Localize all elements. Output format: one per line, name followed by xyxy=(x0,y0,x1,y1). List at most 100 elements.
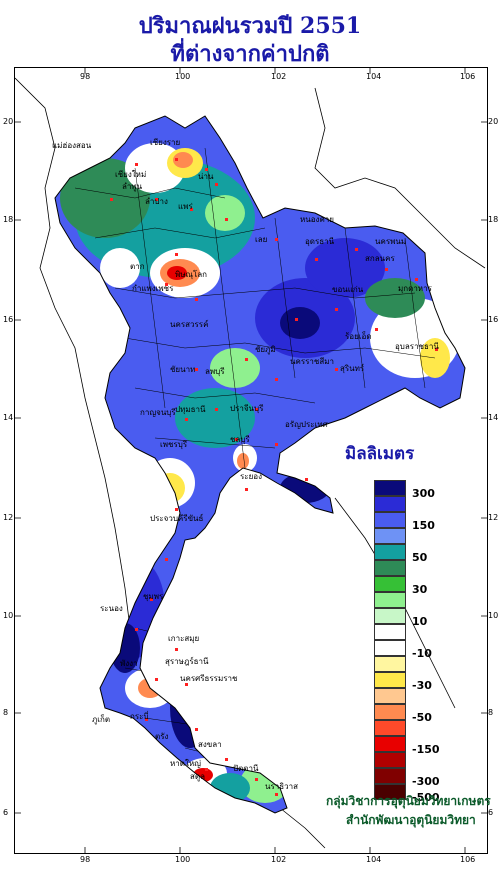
place-label: สุรินทร์ xyxy=(340,364,365,373)
place-label: สตูล xyxy=(190,772,205,781)
station-marker xyxy=(315,258,318,261)
legend-label: -10 xyxy=(412,647,432,660)
place-label: หนองคาย xyxy=(300,215,334,224)
place-label: นครศรีธรรมราช xyxy=(180,674,238,683)
credit-department: กลุ่มวิชาการอุตุนิยมวิทยาเกษตร xyxy=(326,794,491,808)
legend-swatch xyxy=(374,624,406,640)
place-label: นครพนม xyxy=(375,237,407,246)
map-subtitle: ที่ต่างจากค่าปกติ xyxy=(170,41,330,67)
place-label: เลย xyxy=(255,235,268,244)
legend-label: 50 xyxy=(412,551,428,564)
legend-swatch xyxy=(374,752,406,768)
legend-swatch xyxy=(374,528,406,544)
station-marker xyxy=(375,328,378,331)
legend-swatch xyxy=(374,768,406,784)
map-frame xyxy=(14,67,488,854)
legend-swatch xyxy=(374,480,406,496)
station-marker xyxy=(195,728,198,731)
legend-swatch xyxy=(374,656,406,672)
place-label: ลำปาง xyxy=(145,197,168,206)
credit-office: สำนักพัฒนาอุตุนิยมวิทยา xyxy=(346,813,476,827)
place-label: หาดใหญ่ xyxy=(170,759,201,768)
legend-swatch xyxy=(374,704,406,720)
station-marker xyxy=(215,183,218,186)
lat-tick-label: 16 xyxy=(3,315,14,324)
legend-swatch xyxy=(374,736,406,752)
station-marker xyxy=(135,163,138,166)
place-label: ขอนแก่น xyxy=(332,285,364,294)
legend-label: -500 xyxy=(412,791,440,804)
place-label: เชียงราย xyxy=(150,138,181,147)
station-marker xyxy=(435,348,438,351)
station-marker xyxy=(195,298,198,301)
station-marker xyxy=(205,768,208,771)
map-title: ปริมาณฝนรวมปี 2551 xyxy=(138,13,362,39)
station-marker xyxy=(305,478,308,481)
lat-tick-label: 16 xyxy=(488,315,499,324)
place-label: ระนอง xyxy=(100,604,123,613)
legend-swatch xyxy=(374,560,406,576)
station-marker xyxy=(295,318,298,321)
place-label: ชลบุรี xyxy=(230,435,250,444)
place-label: เกาะสมุย xyxy=(168,634,200,643)
lat-tick-label: 18 xyxy=(3,215,14,224)
station-marker xyxy=(165,283,168,286)
lat-tick-label: 14 xyxy=(3,413,14,422)
lat-tick-label: 18 xyxy=(488,215,499,224)
legend-swatch xyxy=(374,512,406,528)
place-label: นราธิวาส xyxy=(265,782,299,791)
station-marker xyxy=(385,268,388,271)
station-marker xyxy=(235,438,238,441)
station-marker xyxy=(205,168,208,171)
place-label: ชัยภูมิ xyxy=(255,345,276,354)
lon-tick-label: 100 xyxy=(175,72,191,81)
lon-tick-label: 98 xyxy=(80,855,91,864)
place-label: พังงา xyxy=(120,659,138,668)
place-label: อุดรธานี xyxy=(305,237,335,246)
station-marker xyxy=(190,208,193,211)
station-marker xyxy=(245,488,248,491)
station-marker xyxy=(155,198,158,201)
legend-swatch xyxy=(374,784,406,800)
lon-tick-label: 106 xyxy=(460,72,476,81)
place-label: พิษณุโลก xyxy=(175,270,208,279)
lat-tick-label: 20 xyxy=(3,117,14,126)
legend-swatch xyxy=(374,688,406,704)
station-marker xyxy=(175,508,178,511)
legend-label: 150 xyxy=(412,519,435,532)
legend-label: 300 xyxy=(412,487,435,500)
place-label: เพชรบุรี xyxy=(160,440,188,449)
lat-tick-label: 12 xyxy=(3,513,14,522)
station-marker xyxy=(415,278,418,281)
station-marker xyxy=(185,683,188,686)
place-label: ลพบุรี xyxy=(205,367,225,376)
place-label: นครสวรรค์ xyxy=(170,320,209,329)
legend-title: มิลลิเมตร xyxy=(345,444,415,464)
station-marker xyxy=(275,238,278,241)
place-label: ตาก xyxy=(130,262,145,271)
place-label: เชียงใหม่ xyxy=(115,170,147,179)
legend-swatch xyxy=(374,544,406,560)
rainfall-anomaly-map xyxy=(14,68,487,853)
station-marker xyxy=(275,378,278,381)
legend-label: -50 xyxy=(412,711,432,724)
station-marker xyxy=(110,198,113,201)
lat-tick-label: 10 xyxy=(3,611,14,620)
place-label: สุราษฎร์ธานี xyxy=(165,657,209,666)
place-label: ลำพูน xyxy=(122,182,143,191)
place-label: ตรัง xyxy=(155,732,169,741)
place-label: ปัตตานี xyxy=(233,764,259,773)
lon-tick-label: 106 xyxy=(460,855,476,864)
place-label: ประจวบคีรีขันธ์ xyxy=(150,514,204,523)
station-marker xyxy=(255,778,258,781)
legend-swatch xyxy=(374,608,406,624)
lat-tick-label: 20 xyxy=(488,117,499,126)
place-label: กำแพงเพชร xyxy=(132,284,174,293)
station-marker xyxy=(225,218,228,221)
place-label: แพร่ xyxy=(178,202,193,211)
legend-swatch xyxy=(374,592,406,608)
lon-tick-label: 100 xyxy=(175,855,191,864)
place-label: ชัยนาท xyxy=(170,365,196,374)
place-label: ชุมพร xyxy=(143,592,164,601)
place-label: ปราจีนบุรี xyxy=(230,404,264,413)
